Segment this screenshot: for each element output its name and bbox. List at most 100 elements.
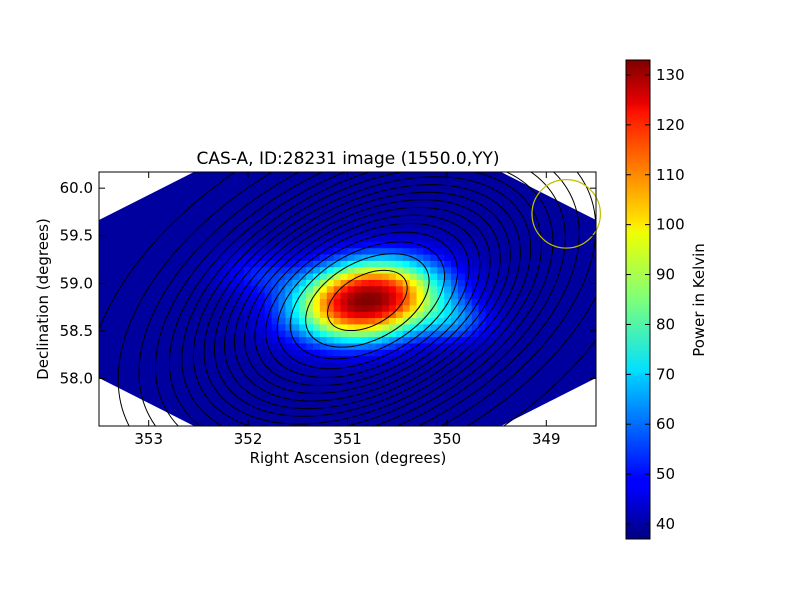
heatmap-cell [499,273,507,281]
heatmap-cell [354,324,362,332]
x-tick-label: 349 [532,430,561,448]
heatmap-cell [540,254,549,262]
heatmap-cell [375,394,383,402]
heatmap-cell [119,222,128,230]
heatmap-cell [471,330,480,338]
x-tick-label: 350 [433,430,462,448]
heatmap-cell [181,343,190,351]
heatmap-cell [223,400,231,408]
heatmap-cell [513,362,521,370]
heatmap-cell [271,203,280,211]
heatmap-cell [382,286,390,294]
heatmap-cell [416,324,425,332]
heatmap-cell [354,260,362,268]
heatmap-cell [319,343,328,351]
x-axis: 353 352 351 350 349 [134,172,561,448]
heatmap-cell [444,184,452,192]
heatmap-cell [333,400,342,408]
heatmap-cell [520,229,528,237]
heatmap-cell [216,235,224,243]
heatmap-cell [354,343,362,351]
heatmap-cell [126,248,135,256]
heatmap-cell [126,349,135,357]
heatmap-cell [506,356,514,364]
heatmap-cell [243,260,252,268]
colorbar-tick-label: 60 [656,415,675,433]
heatmap-cell [243,305,252,313]
heatmap-cell [451,273,459,281]
heatmap-cell [230,203,238,211]
heatmap-cell [382,362,390,370]
heatmap-cell [264,184,273,192]
heatmap-cell [292,419,300,426]
heatmap-cell [195,400,204,408]
heatmap-cell [195,406,204,414]
heatmap-cell [471,305,480,313]
heatmap-cell [278,203,286,211]
heatmap-cell [388,273,397,281]
heatmap-cell [423,273,431,281]
heatmap-cell [354,191,362,198]
heatmap-cell [471,184,480,192]
heatmap-cell [140,324,148,332]
heatmap-cell [105,286,114,294]
heatmap-cell [506,413,514,421]
heatmap-cell [271,318,280,325]
heatmap-cell [464,203,473,211]
heatmap-cell [278,400,286,408]
heatmap-cell [174,210,183,218]
heatmap-cell [319,191,328,198]
heatmap-cell [382,197,390,205]
heatmap-cell [520,394,528,402]
heatmap-cell [361,203,369,211]
heatmap-cell [147,349,155,357]
heatmap-cell [513,184,521,192]
heatmap-cell [181,267,190,275]
heatmap-cell [547,381,556,389]
heatmap-cell [589,349,596,357]
heatmap-cell [119,260,128,268]
heatmap-cell [168,286,176,294]
heatmap-cell [188,260,197,268]
heatmap-cell [388,406,397,414]
heatmap-cell [506,305,514,313]
heatmap-cell [161,330,169,338]
heatmap-cell [278,413,286,421]
heatmap-cell [285,279,293,287]
heatmap-cell [243,235,252,243]
heatmap-cell [195,387,204,395]
heatmap-cell [492,273,500,281]
heatmap-cell [257,241,266,249]
heatmap-cell [126,279,135,287]
heatmap-cell [354,216,362,224]
heatmap-cell [299,381,307,389]
heatmap-cell [243,273,252,281]
heatmap-cell [499,324,507,332]
heatmap-cell [513,343,521,351]
heatmap-cell [430,375,438,383]
heatmap-cell [243,197,252,205]
heatmap-cell [209,248,217,256]
heatmap-cell [423,368,431,376]
heatmap-cell [533,337,542,345]
heatmap-cell [126,362,135,370]
heatmap-cell [195,197,204,205]
heatmap-cell [285,343,293,351]
heatmap-cell [285,210,293,218]
heatmap-cell [119,216,128,224]
heatmap-cell [382,254,390,262]
heatmap-cell [195,210,204,218]
heatmap-cell [154,197,162,205]
heatmap-cell [278,216,286,224]
heatmap-cell [230,216,238,224]
heatmap-cell [181,229,190,237]
heatmap-cell [485,292,494,300]
heatmap-cell [589,368,596,376]
heatmap-cell [430,279,438,287]
heatmap-cell [499,368,507,376]
heatmap-cell [492,254,500,262]
heatmap-cell [195,375,204,383]
heatmap-cell [582,311,590,319]
heatmap-cell [209,324,217,332]
heatmap-cell [174,229,183,237]
